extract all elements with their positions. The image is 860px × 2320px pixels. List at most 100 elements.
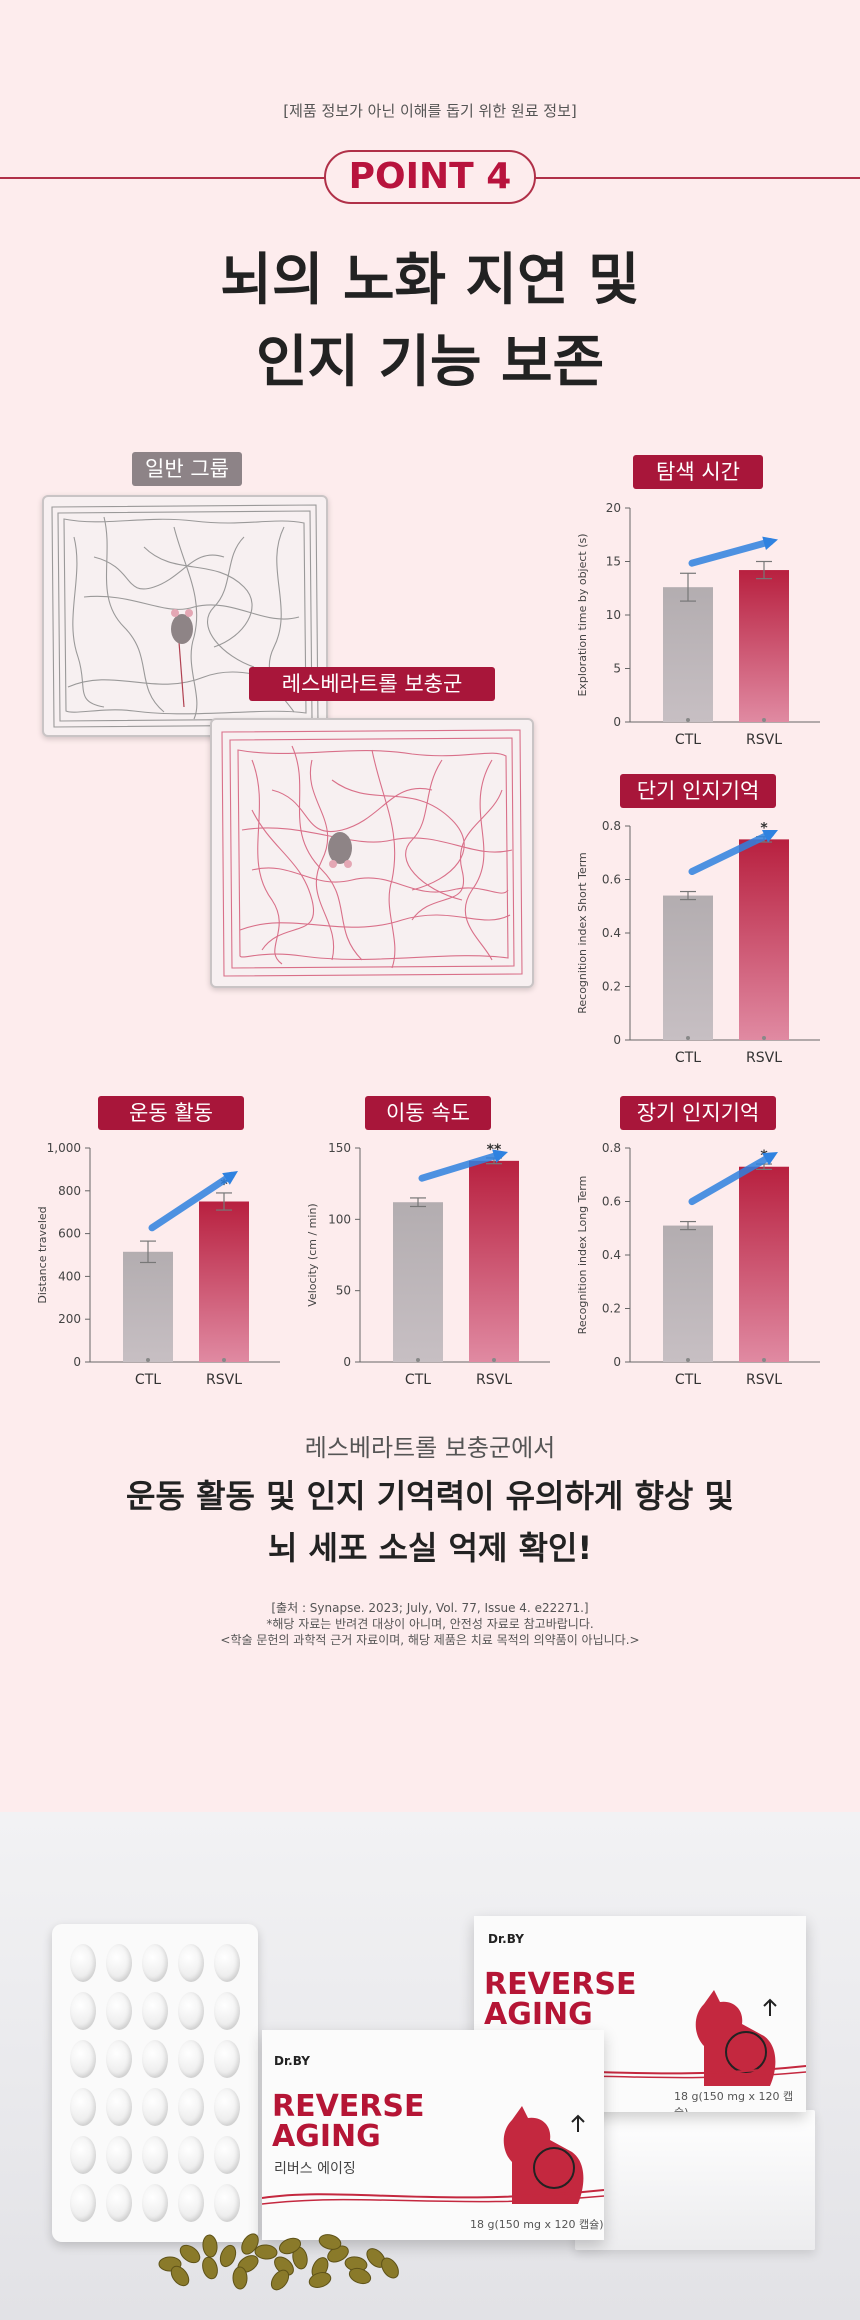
mouse-icon-2 (328, 832, 352, 864)
capsule (270, 2269, 290, 2291)
base-dot (762, 1358, 766, 1362)
y-tick-label: 10 (606, 608, 621, 622)
chart-title-3: 운동 활동 (98, 1096, 244, 1130)
y-tick-label: 0.6 (602, 873, 621, 887)
category-label: CTL (675, 1050, 701, 1066)
summary-line-2: 뇌 세포 소실 억제 확인! (267, 1529, 593, 1567)
chart-5: 0 0.2 0.4 0.6 0.8 Recognition index Long Term… (576, 1141, 820, 1388)
trend-arrow-head (762, 1152, 778, 1166)
source-line-3: <학술 문헌의 과학적 근거 자료이며, 해당 제품은 치료 목적의 의약품이 … (220, 1633, 640, 1647)
y-axis-label: Velocity (cm / min) (306, 1203, 319, 1306)
blister-pill (214, 1992, 240, 2030)
blister-pill (214, 2184, 240, 2222)
source-note: [출처 : Synapse. 2023; July, Vol. 77, Issu… (0, 1600, 860, 1648)
blister-pill (178, 2040, 204, 2078)
product-title-line-1: REVERSE (484, 1967, 637, 2002)
display-stand (575, 2110, 815, 2250)
maze-supplement (210, 718, 534, 988)
page-title: 뇌의 노화 지연 및 인지 기능 보존 (0, 240, 860, 404)
category-label: RSVL (206, 1372, 242, 1388)
category-label: RSVL (746, 1372, 782, 1388)
y-tick-label: 15 (606, 555, 621, 569)
product-weight: 18 g(150 mg x 120 캡슐) (674, 2090, 794, 2112)
blister-pill (142, 2040, 168, 2078)
blister-pill (142, 1944, 168, 1982)
capsule (179, 2244, 201, 2264)
product-title-front: REVERSE AGING (272, 2092, 425, 2152)
blister-pill (178, 1992, 204, 2030)
y-tick-label: 800 (58, 1184, 81, 1198)
blister-pill (142, 2184, 168, 2222)
info-note: [제품 정보가 아닌 이해를 돕기 위한 원료 정보] (283, 102, 577, 120)
wave-decoration-front-icon (262, 2189, 604, 2205)
y-tick-label: 5 (613, 662, 621, 676)
trend-arrow-head (492, 1149, 508, 1163)
capsule (202, 2256, 218, 2280)
y-axis-label: Recognition index Long Term (576, 1176, 589, 1335)
bar-ctl (663, 587, 713, 722)
y-tick-label: 0 (613, 1355, 621, 1369)
dog-logo-icon-front (503, 2106, 585, 2204)
significance-label: * (220, 1177, 228, 1193)
blister-pill (214, 1944, 240, 1982)
capsule (348, 2267, 372, 2285)
blister-pill (70, 2040, 96, 2078)
category-label: CTL (675, 732, 701, 748)
summary-line-1: 운동 활동 및 인지 기억력이 유의하게 향상 및 (126, 1477, 734, 1515)
y-tick-label: 0.2 (602, 980, 621, 994)
blister-pill (142, 1992, 168, 2030)
source-line-2: *해당 자료는 반려견 대상이 아니며, 안전성 자료로 참고바랍니다. (266, 1617, 594, 1631)
base-dot (222, 1358, 226, 1362)
category-label: RSVL (476, 1372, 512, 1388)
capsule (232, 2266, 248, 2290)
capsule (241, 2233, 259, 2255)
blister-pill (106, 2136, 132, 2174)
product-box-back: Dr.BY REVERSE AGING 18 g(150 mg x 120 캡슐… (474, 1916, 806, 2112)
blister-pill (214, 2136, 240, 2174)
title-line-2: 인지 기능 보존 (255, 330, 605, 395)
product-title: REVERSE AGING (484, 1970, 637, 2030)
trend-arrow-head (762, 536, 778, 551)
y-tick-label: 0.2 (602, 1302, 621, 1316)
trend-arrow (688, 829, 775, 876)
summary-subtitle: 레스베라트롤 보충군에서 (304, 1434, 556, 1462)
blister-pill (106, 1992, 132, 2030)
title-line-1: 뇌의 노화 지연 및 (220, 248, 640, 313)
bar-rsvl (739, 839, 789, 1040)
y-tick-label: 0 (73, 1355, 81, 1369)
base-dot (492, 1358, 496, 1362)
brand-label-front: Dr.BY (274, 2054, 310, 2068)
y-tick-label: 50 (336, 1284, 351, 1298)
base-dot (762, 1036, 766, 1040)
y-tick-label: 400 (58, 1269, 81, 1283)
category-label: RSVL (746, 732, 782, 748)
y-tick-label: 20 (606, 501, 621, 515)
capsule (170, 2265, 190, 2287)
significance-label: * (760, 821, 768, 837)
blister-pill (70, 2088, 96, 2126)
blister-pill (178, 1944, 204, 1982)
category-label: CTL (405, 1372, 431, 1388)
bar-ctl (663, 895, 713, 1040)
y-tick-label: 0 (343, 1355, 351, 1369)
category-label: CTL (135, 1372, 161, 1388)
y-tick-label: 0 (613, 1033, 621, 1047)
blister-pill (178, 2184, 204, 2222)
blister-pill (70, 2184, 96, 2222)
capsule (308, 2272, 332, 2288)
chart-2: 0 0.2 0.4 0.6 0.8 Recognition index Short Ter… (576, 819, 820, 1066)
bar-rsvl (739, 570, 789, 722)
bar-ctl (663, 1225, 713, 1362)
chart-1: 0 5 10 15 20 Exploration time by object (s) CT… (576, 501, 820, 748)
bar-ctl (393, 1202, 443, 1362)
capsule (219, 2244, 237, 2268)
source-line-1: [출처 : Synapse. 2023; July, Vol. 77, Issu… (271, 1601, 589, 1615)
base-dot (686, 718, 690, 722)
blister-pill (70, 1992, 96, 2030)
trend-arrow (688, 1152, 775, 1206)
trend-arrow-head (222, 1170, 238, 1185)
blister-pill (70, 1944, 96, 1982)
capsules-pile (158, 2233, 399, 2291)
y-tick-label: 0.6 (602, 1195, 621, 1209)
blister-pill (106, 2040, 132, 2078)
